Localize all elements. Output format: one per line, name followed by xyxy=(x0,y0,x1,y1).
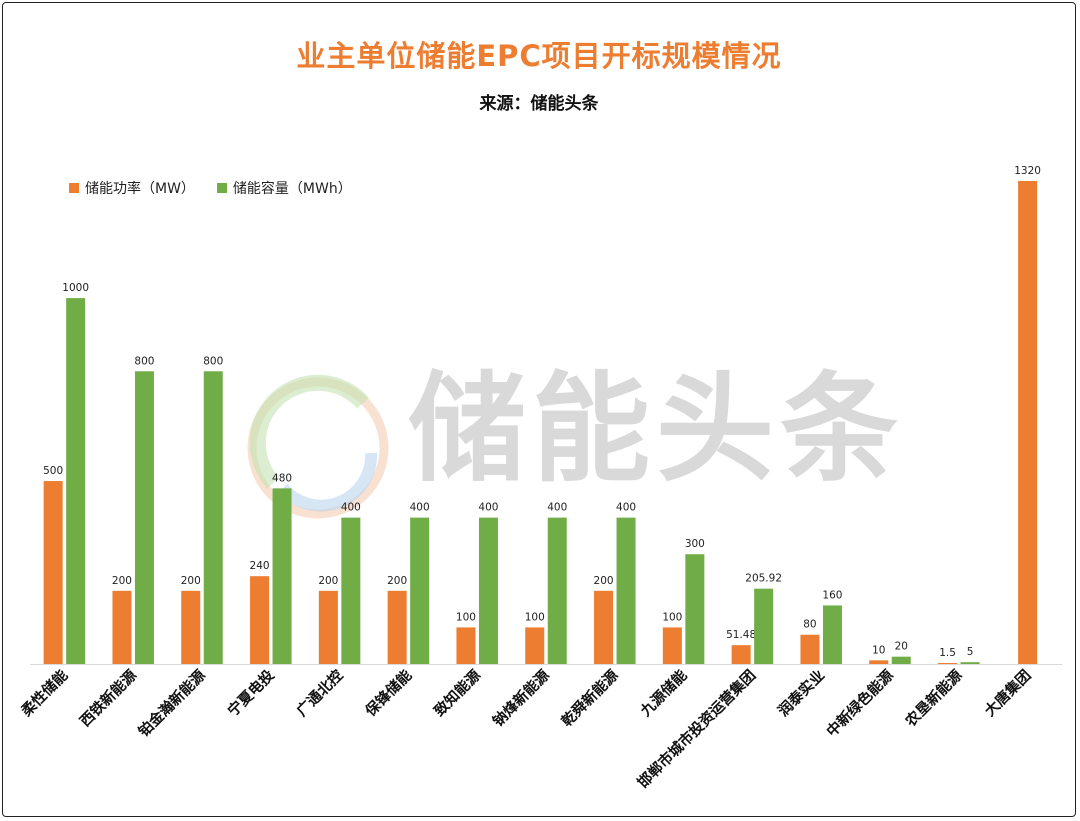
data-label-capacity: 800 xyxy=(203,355,223,367)
data-label-capacity: 300 xyxy=(685,538,705,550)
bar-power xyxy=(456,627,476,664)
bar-power xyxy=(318,590,338,664)
x-tick-label: 钠烽新能源 xyxy=(489,666,553,730)
chart-legend: 储能功率（MW） 储能容量（MWh） xyxy=(69,178,352,198)
bar-capacity xyxy=(754,588,774,664)
bar-capacity xyxy=(960,662,980,664)
x-tick-label: 宁夏电投 xyxy=(224,666,278,720)
data-label-capacity: 160 xyxy=(822,589,842,601)
bar-capacity xyxy=(616,517,636,664)
data-label-capacity: 5 xyxy=(967,646,974,658)
data-label-power: 80 xyxy=(803,619,816,631)
x-tick-label: 铂金瀚新能源 xyxy=(135,666,210,741)
data-label-power: 1320 xyxy=(1014,165,1041,177)
x-tick-label: 九源储能 xyxy=(636,666,691,721)
bar-power xyxy=(525,627,545,664)
bar-power xyxy=(181,590,201,664)
x-tick-label: 柔性储能 xyxy=(17,666,71,720)
data-label-power: 200 xyxy=(387,575,407,587)
bar-capacity xyxy=(547,517,567,664)
data-label-capacity: 205.92 xyxy=(745,573,782,585)
watermark-logo-icon xyxy=(247,374,389,519)
bar-power xyxy=(594,590,614,664)
x-tick-label: 西铁新能源 xyxy=(76,666,140,730)
bar-power xyxy=(731,645,751,664)
x-tick-label: 邯郸市城市投资运营集团 xyxy=(634,666,760,792)
x-tick-label: 致知能源 xyxy=(430,666,484,720)
bar-capacity xyxy=(66,298,86,664)
data-label-power: 200 xyxy=(318,575,338,587)
data-label-capacity: 20 xyxy=(895,641,908,653)
data-label-capacity: 400 xyxy=(341,502,361,514)
data-label-capacity: 400 xyxy=(547,502,567,514)
legend-item-capacity: 储能容量（MWh） xyxy=(216,178,352,198)
bar-power xyxy=(1018,181,1038,664)
data-label-capacity: 400 xyxy=(616,502,636,514)
data-label-capacity: 800 xyxy=(134,355,154,367)
data-label-power: 100 xyxy=(525,611,545,623)
bar-capacity xyxy=(822,605,842,664)
bar-capacity xyxy=(410,517,430,664)
legend-item-power: 储能功率（MW） xyxy=(69,178,195,198)
bar-capacity xyxy=(272,488,292,664)
bar-power xyxy=(662,627,682,664)
legend-label-capacity: 储能容量（MWh） xyxy=(232,181,352,197)
bar-power xyxy=(387,590,407,664)
x-tick-label: 润泰实业 xyxy=(774,666,828,720)
bar-capacity xyxy=(203,371,223,664)
data-label-power: 240 xyxy=(250,560,270,572)
x-tick-label: 乾舜新能源 xyxy=(558,666,622,730)
data-label-power: 200 xyxy=(112,575,132,587)
data-label-capacity: 400 xyxy=(410,502,430,514)
data-label-power: 200 xyxy=(594,575,614,587)
data-label-capacity: 480 xyxy=(272,472,292,484)
bar-capacity xyxy=(891,656,911,664)
data-label-power: 51.48 xyxy=(726,629,756,641)
x-tick-label: 农垦新能源 xyxy=(901,666,966,731)
data-label-capacity: 400 xyxy=(478,502,498,514)
watermark-text: 储能头条 xyxy=(408,360,905,498)
legend-swatch-power xyxy=(69,183,79,193)
data-label-power: 100 xyxy=(662,611,682,623)
legend-swatch-capacity xyxy=(216,183,227,193)
bar-power xyxy=(250,576,270,664)
data-label-power: 100 xyxy=(456,611,476,623)
bar-capacity xyxy=(134,371,154,664)
bar-power xyxy=(800,634,820,664)
bar-power xyxy=(869,660,889,664)
bar-capacity xyxy=(478,517,498,664)
x-tick-label: 保锋储能 xyxy=(361,666,416,721)
chart-subtitle: 来源：储能头条 xyxy=(479,94,599,114)
data-label-power: 1.5 xyxy=(939,647,956,659)
bar-power xyxy=(112,590,132,664)
data-label-capacity: 1000 xyxy=(62,282,89,294)
x-tick-label: 大唐集团 xyxy=(981,666,1035,720)
x-tick-label: 中新绿色能源 xyxy=(823,666,898,741)
watermark: 储能头条 xyxy=(243,333,898,519)
legend-label-power: 储能功率（MW） xyxy=(85,181,195,197)
data-label-power: 500 xyxy=(43,465,63,477)
bar-power xyxy=(43,481,63,664)
bar-capacity xyxy=(685,554,705,664)
bar-power xyxy=(938,663,958,664)
chart-title: 业主单位储能EPC项目开标规模情况 xyxy=(296,39,782,73)
data-label-power: 200 xyxy=(181,575,201,587)
x-tick-label: 广通北控 xyxy=(293,666,347,720)
bar-capacity xyxy=(341,517,361,664)
data-label-power: 10 xyxy=(872,644,885,656)
